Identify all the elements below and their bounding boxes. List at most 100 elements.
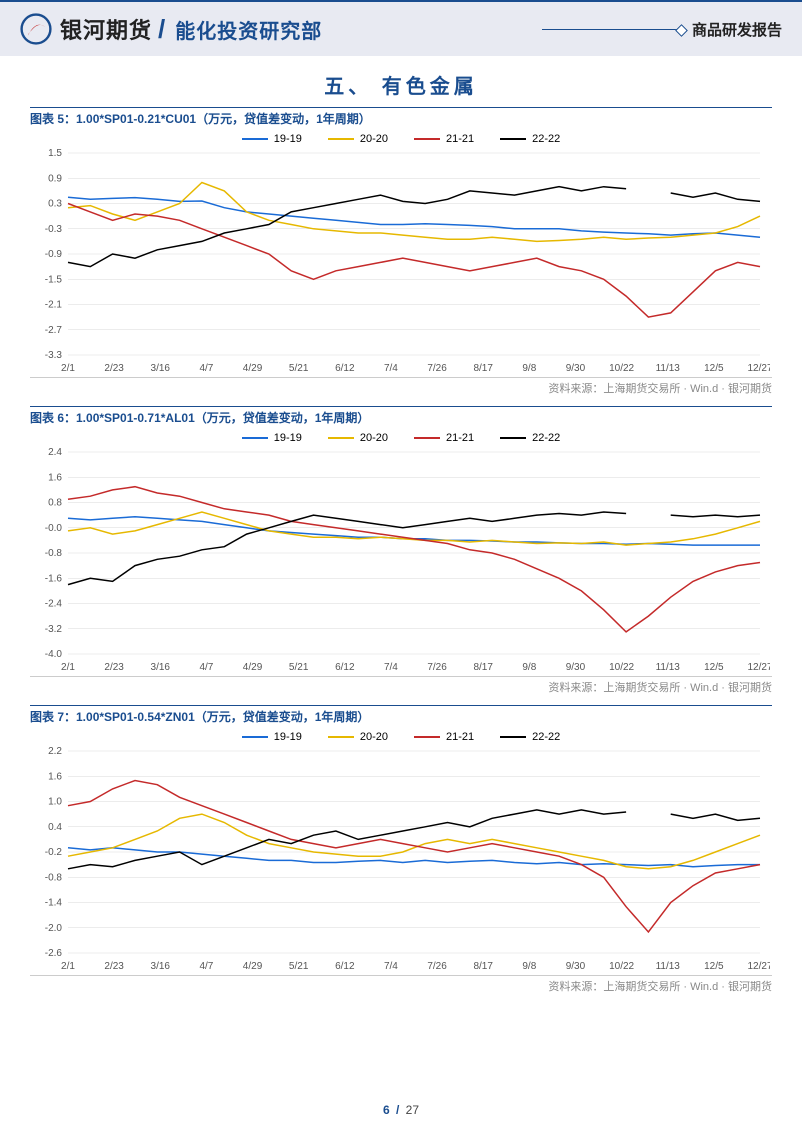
section-title: 五、 有色金属 [30,70,772,99]
svg-text:10/22: 10/22 [609,662,634,673]
svg-text:9/30: 9/30 [566,363,586,374]
svg-text:0.9: 0.9 [48,173,62,184]
svg-text:4/7: 4/7 [199,961,213,972]
svg-text:-0.8: -0.8 [45,872,63,883]
svg-text:11/13: 11/13 [656,961,681,972]
svg-text:11/13: 11/13 [656,363,681,374]
legend-label: 21-21 [446,432,474,444]
legend-label: 19-19 [274,133,302,145]
svg-text:-2.6: -2.6 [45,948,63,959]
svg-text:8/17: 8/17 [473,961,493,972]
chart-legend: 19-19 20-20 21-21 22-22 [30,432,772,444]
brand-logo: 银河期货 [20,13,152,45]
svg-text:3/16: 3/16 [151,363,171,374]
legend-label: 20-20 [360,432,388,444]
svg-text:-0.0: -0.0 [45,523,63,534]
svg-text:-1.5: -1.5 [45,274,63,285]
svg-text:9/8: 9/8 [522,363,536,374]
svg-text:9/30: 9/30 [566,961,586,972]
legend-item: 21-21 [414,432,474,444]
legend-item: 20-20 [328,731,388,743]
page-footer: 6 / 27 [0,1103,802,1117]
svg-text:2.4: 2.4 [48,447,62,458]
svg-text:4/29: 4/29 [243,363,263,374]
header-separator: / [158,14,165,45]
chart-block: 图表 6：1.00*SP01-0.71*AL01（万元，贷值差变动，1年周期） … [30,406,772,701]
svg-text:1.6: 1.6 [48,771,62,782]
legend-item: 20-20 [328,133,388,145]
svg-text:12/5: 12/5 [704,662,724,673]
page-total: 27 [406,1103,419,1117]
svg-text:12/27: 12/27 [747,961,770,972]
svg-text:5/21: 5/21 [289,961,309,972]
svg-text:-1.4: -1.4 [45,898,63,909]
page-body: 五、 有色金属 图表 5：1.00*SP01-0.21*CU01（万元，贷值差变… [0,56,802,1000]
svg-text:8/17: 8/17 [473,662,493,673]
line-chart: -3.3-2.7-2.1-1.5-0.9-0.30.30.91.52/12/23… [30,147,770,377]
svg-text:4/29: 4/29 [243,961,263,972]
report-type: 商品研发报告 [692,19,782,40]
svg-text:6/12: 6/12 [335,363,355,374]
legend-item: 19-19 [242,432,302,444]
svg-text:0.3: 0.3 [48,199,62,210]
chart-block: 图表 7：1.00*SP01-0.54*ZN01（万元，贷值差变动，1年周期） … [30,705,772,1000]
svg-text:1.0: 1.0 [48,797,62,808]
svg-text:12/5: 12/5 [704,961,724,972]
svg-text:-2.0: -2.0 [45,923,63,934]
svg-text:2/1: 2/1 [61,363,75,374]
svg-text:9/8: 9/8 [522,662,536,673]
legend-label: 21-21 [446,133,474,145]
svg-text:7/26: 7/26 [427,961,447,972]
svg-text:8/17: 8/17 [473,363,493,374]
page-header: 银河期货 / 能化投资研究部 商品研发报告 [0,0,802,56]
legend-label: 22-22 [532,432,560,444]
legend-item: 22-22 [500,133,560,145]
svg-text:6/12: 6/12 [335,662,355,673]
chart-source: 资料来源：上海期货交易所 · Win.d · 银河期货 [30,676,772,701]
chart-title: 图表 6：1.00*SP01-0.71*AL01（万元，贷值差变动，1年周期） [30,409,772,426]
chart-title: 图表 5：1.00*SP01-0.21*CU01（万元，贷值差变动，1年周期） [30,110,772,127]
svg-text:-0.3: -0.3 [45,224,63,235]
department-name: 能化投资研究部 [175,15,322,44]
legend-label: 20-20 [360,133,388,145]
svg-text:12/27: 12/27 [747,662,770,673]
chart-source: 资料来源：上海期货交易所 · Win.d · 银河期货 [30,975,772,1000]
line-chart: -2.6-2.0-1.4-0.8-0.20.41.01.62.22/12/233… [30,745,770,975]
chart-legend: 19-19 20-20 21-21 22-22 [30,731,772,743]
svg-text:9/8: 9/8 [522,961,536,972]
svg-text:10/22: 10/22 [609,961,634,972]
legend-label: 22-22 [532,731,560,743]
svg-text:3/16: 3/16 [151,961,171,972]
svg-text:-2.4: -2.4 [45,599,63,610]
svg-text:-1.6: -1.6 [45,573,63,584]
svg-text:2/23: 2/23 [104,363,124,374]
brand-name: 银河期货 [60,13,152,45]
svg-text:2/23: 2/23 [104,662,124,673]
legend-label: 21-21 [446,731,474,743]
svg-text:10/22: 10/22 [609,363,634,374]
svg-text:-0.2: -0.2 [45,847,63,858]
svg-text:-2.7: -2.7 [45,325,63,336]
svg-text:-4.0: -4.0 [45,649,63,660]
chart-title: 图表 7：1.00*SP01-0.54*ZN01（万元，贷值差变动，1年周期） [30,708,772,725]
svg-text:4/29: 4/29 [243,662,263,673]
svg-text:-3.2: -3.2 [45,624,63,635]
svg-text:7/4: 7/4 [384,961,398,972]
chart-block: 图表 5：1.00*SP01-0.21*CU01（万元，贷值差变动，1年周期） … [30,107,772,402]
svg-text:12/5: 12/5 [704,363,724,374]
svg-text:-2.1: -2.1 [45,300,63,311]
legend-item: 19-19 [242,133,302,145]
legend-label: 20-20 [360,731,388,743]
svg-text:5/21: 5/21 [289,363,309,374]
svg-text:4/7: 4/7 [199,662,213,673]
svg-text:11/13: 11/13 [656,662,681,673]
svg-text:2/1: 2/1 [61,662,75,673]
legend-item: 21-21 [414,731,474,743]
chart-source: 资料来源：上海期货交易所 · Win.d · 银河期货 [30,377,772,402]
line-chart: -4.0-3.2-2.4-1.6-0.8-0.00.81.62.42/12/23… [30,446,770,676]
svg-text:2/23: 2/23 [104,961,124,972]
svg-text:0.8: 0.8 [48,498,62,509]
legend-label: 19-19 [274,731,302,743]
page-separator: / [396,1103,399,1117]
svg-text:7/26: 7/26 [427,363,447,374]
